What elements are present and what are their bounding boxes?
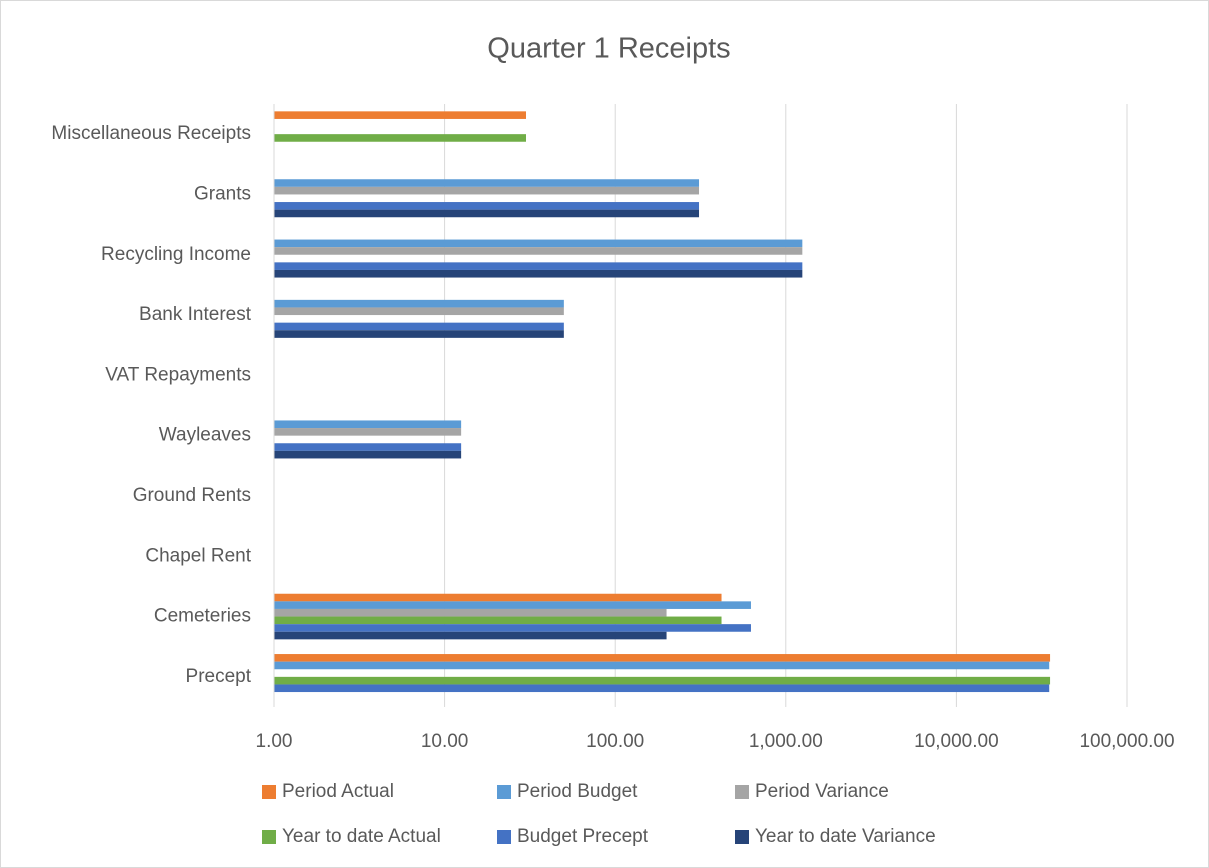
y-tick-label: Ground Rents (133, 485, 251, 506)
y-tick-label: Wayleaves (159, 425, 251, 446)
bar (274, 450, 462, 459)
bar (274, 134, 526, 142)
x-tick-label: 1,000.00 (749, 731, 823, 752)
bar (274, 624, 751, 632)
bar (274, 443, 462, 451)
bar (274, 299, 564, 308)
bar (274, 209, 700, 218)
bar (274, 661, 1050, 670)
bar (274, 262, 803, 270)
x-tick-label: 10.00 (421, 731, 469, 752)
chart-title: Quarter 1 Receipts (487, 33, 730, 65)
bar (274, 111, 526, 119)
bar (274, 631, 667, 640)
legend-swatch (735, 785, 749, 799)
bar (274, 330, 564, 338)
bar (274, 179, 700, 187)
legend-swatch (262, 830, 276, 844)
y-tick-label: Bank Interest (139, 304, 252, 325)
legend-label: Budget Precept (517, 826, 649, 847)
y-tick-label: Cemeteries (154, 606, 251, 627)
y-tick-label: Precept (186, 666, 252, 687)
y-tick-label: Recycling Income (101, 244, 251, 265)
legend-swatch (497, 785, 511, 799)
bar (274, 420, 462, 429)
y-tick-label: VAT Repayments (105, 364, 251, 385)
bar (274, 247, 803, 255)
bar (274, 601, 751, 609)
legend-label: Period Actual (282, 781, 394, 802)
y-tick-label: Chapel Rent (145, 545, 251, 566)
bar (274, 608, 667, 617)
bar (274, 654, 1051, 662)
bar (274, 269, 803, 278)
bar (274, 307, 564, 316)
legend-swatch (497, 830, 511, 844)
bar (274, 322, 564, 331)
x-tick-label: 100.00 (586, 731, 644, 752)
bar (274, 616, 722, 625)
legend-label: Year to date Actual (282, 826, 441, 847)
bar (274, 186, 700, 195)
legend-label: Period Budget (517, 781, 638, 802)
bar (274, 676, 1051, 685)
bar (274, 428, 462, 436)
bar (274, 684, 1050, 693)
legend-swatch (262, 785, 276, 799)
x-tick-label: 10,000.00 (914, 731, 999, 752)
legend-swatch (735, 830, 749, 844)
y-tick-label: Grants (194, 183, 251, 204)
y-tick-label: Miscellaneous Receipts (51, 123, 251, 144)
legend-label: Year to date Variance (755, 826, 936, 847)
legend-label: Period Variance (755, 781, 889, 802)
bar (274, 202, 700, 210)
bar (274, 593, 722, 602)
bar (274, 239, 803, 248)
x-tick-label: 100,000.00 (1079, 731, 1174, 752)
x-tick-label: 1.00 (256, 731, 293, 752)
